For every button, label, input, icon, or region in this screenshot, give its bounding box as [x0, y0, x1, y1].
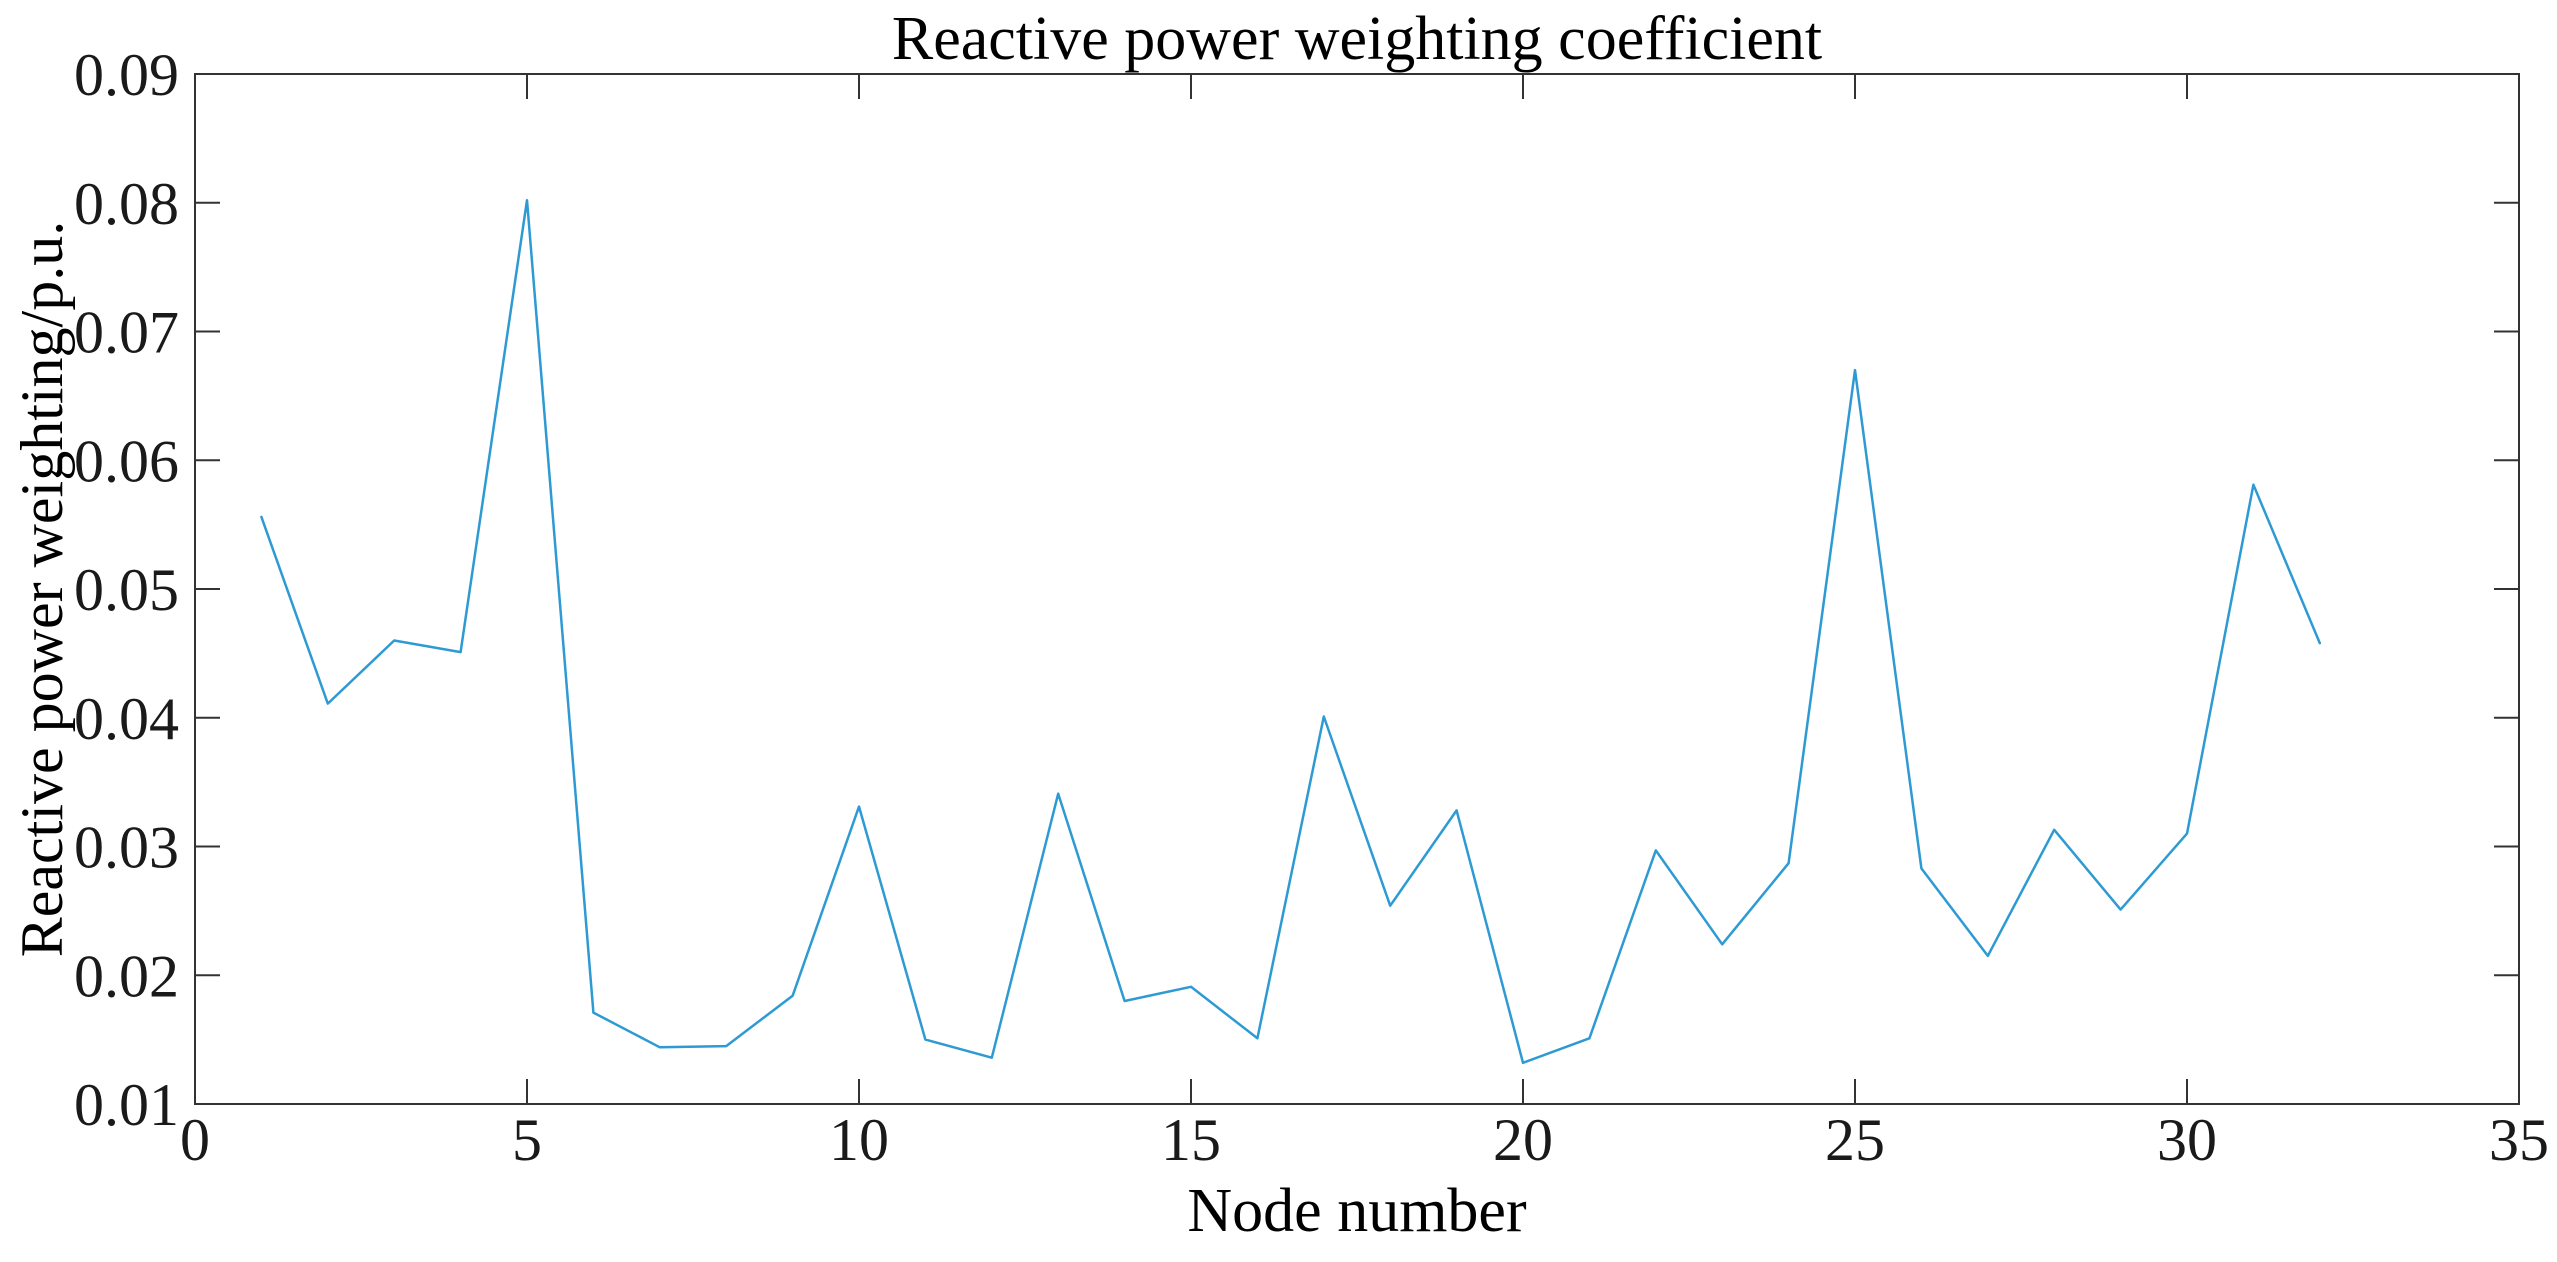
x-tick-label: 35 [2489, 1107, 2549, 1173]
x-tick-label: 30 [2157, 1107, 2217, 1173]
x-tick-label: 10 [829, 1107, 889, 1173]
x-tick-label: 20 [1493, 1107, 1553, 1173]
x-tick-label: 5 [512, 1107, 542, 1173]
x-tick-label: 15 [1161, 1107, 1221, 1173]
chart-title: Reactive power weighting coefficient [891, 5, 1823, 73]
y-tick-label: 0.08 [74, 171, 179, 237]
y-tick-label: 0.04 [74, 686, 179, 752]
plot-box [194, 73, 2520, 1105]
y-axis-label: Reactive power weighting/p.u. [9, 220, 75, 958]
y-tick-label: 0.01 [74, 1072, 179, 1138]
x-tick-label: 0 [180, 1107, 210, 1173]
x-tick-label: 25 [1825, 1107, 1885, 1173]
y-tick-label: 0.03 [74, 815, 179, 881]
data-line [260, 198, 2322, 1065]
y-tick-label: 0.02 [74, 943, 179, 1009]
y-tick-label: 0.07 [74, 300, 179, 366]
y-tick-label: 0.06 [74, 428, 179, 494]
y-tick-label: 0.05 [74, 557, 179, 623]
y-tick-label: 0.09 [74, 42, 179, 108]
x-axis-label: Node number [1187, 1177, 1527, 1245]
